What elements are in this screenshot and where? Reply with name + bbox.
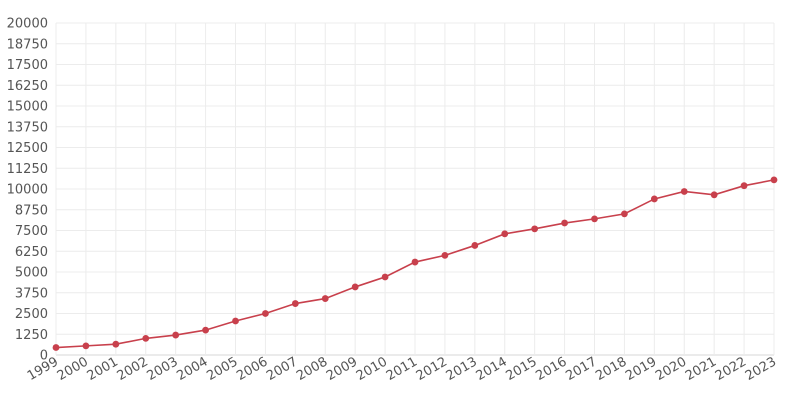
data-point[interactable] [441, 252, 449, 259]
data-point[interactable] [351, 283, 359, 291]
x-tick-label: 2013 [444, 354, 480, 384]
x-tick-label: 2021 [683, 354, 719, 384]
x-tick-label: 2009 [324, 354, 360, 384]
x-tick-label: 2008 [294, 354, 330, 384]
x-tick-label: 2016 [533, 354, 569, 384]
data-point[interactable] [680, 188, 688, 195]
data-point[interactable] [411, 258, 419, 266]
x-tick-label: 2014 [474, 354, 510, 384]
y-tick-label: 13750 [7, 120, 48, 135]
data-point[interactable] [321, 295, 329, 302]
data-point[interactable] [471, 242, 479, 249]
data-point[interactable] [291, 300, 299, 307]
y-tick-label: 1250 [15, 328, 48, 343]
x-tick-label: 2017 [563, 354, 599, 384]
x-tick-label: 2003 [145, 354, 181, 384]
data-point[interactable] [650, 195, 658, 203]
data-point[interactable] [262, 310, 269, 317]
data-point[interactable] [561, 219, 568, 227]
x-tick-label: 2010 [354, 354, 390, 384]
x-tick-label: 2022 [713, 354, 749, 384]
data-point[interactable] [710, 191, 718, 199]
y-tick-label: 17500 [7, 58, 48, 73]
x-tick-label: 2018 [593, 354, 629, 384]
data-point[interactable] [142, 335, 150, 342]
data-point[interactable] [770, 176, 778, 184]
x-tick-label: 2012 [414, 354, 450, 384]
x-tick-label: 2019 [623, 354, 659, 384]
x-tick-label: 2015 [504, 354, 540, 384]
y-tick-label: 3750 [15, 286, 48, 301]
y-tick-label: 12500 [7, 141, 48, 156]
y-tick-label: 5000 [15, 266, 48, 281]
y-tick-label: 7500 [15, 224, 48, 239]
x-tick-label: 2011 [384, 354, 420, 384]
y-tick-label: 18750 [7, 37, 48, 52]
series-group [52, 176, 778, 351]
data-point[interactable] [172, 331, 180, 339]
data-point[interactable] [202, 326, 209, 334]
data-point[interactable] [740, 182, 748, 190]
data-point[interactable] [381, 273, 389, 281]
x-tick-label: 2004 [174, 354, 210, 384]
x-axis: 1999200020012002200320042005200620072008… [25, 354, 779, 384]
data-point[interactable] [232, 317, 239, 325]
data-point[interactable] [112, 340, 120, 348]
y-tick-label: 6250 [15, 245, 48, 260]
x-tick-label: 2005 [204, 354, 240, 384]
y-tick-label: 11250 [7, 162, 48, 177]
y-tick-label: 0 [40, 349, 48, 364]
y-tick-label: 2500 [15, 307, 48, 322]
grid [55, 22, 775, 356]
x-tick-label: 2007 [264, 354, 300, 384]
x-tick-label: 2000 [55, 354, 91, 384]
data-point[interactable] [621, 210, 628, 218]
data-point[interactable] [501, 230, 509, 238]
y-tick-label: 10000 [7, 183, 48, 198]
data-point[interactable] [531, 225, 539, 233]
data-point[interactable] [52, 344, 60, 351]
data-point[interactable] [591, 215, 598, 223]
y-tick-label: 20000 [7, 17, 48, 32]
data-point[interactable] [82, 342, 90, 350]
y-tick-label: 8750 [15, 203, 48, 218]
y-tick-label: 16250 [7, 79, 48, 94]
y-axis: 0 1250 2500 3750 5000 6250 7500 8750 10000 11250 1… [7, 17, 48, 364]
x-tick-label: 2001 [85, 354, 121, 384]
x-tick-label: 2006 [234, 354, 270, 384]
x-tick-label: 2023 [743, 354, 779, 384]
y-tick-label: 15000 [7, 100, 48, 115]
x-tick-label: 2020 [653, 354, 689, 384]
x-tick-label: 2002 [115, 354, 151, 384]
